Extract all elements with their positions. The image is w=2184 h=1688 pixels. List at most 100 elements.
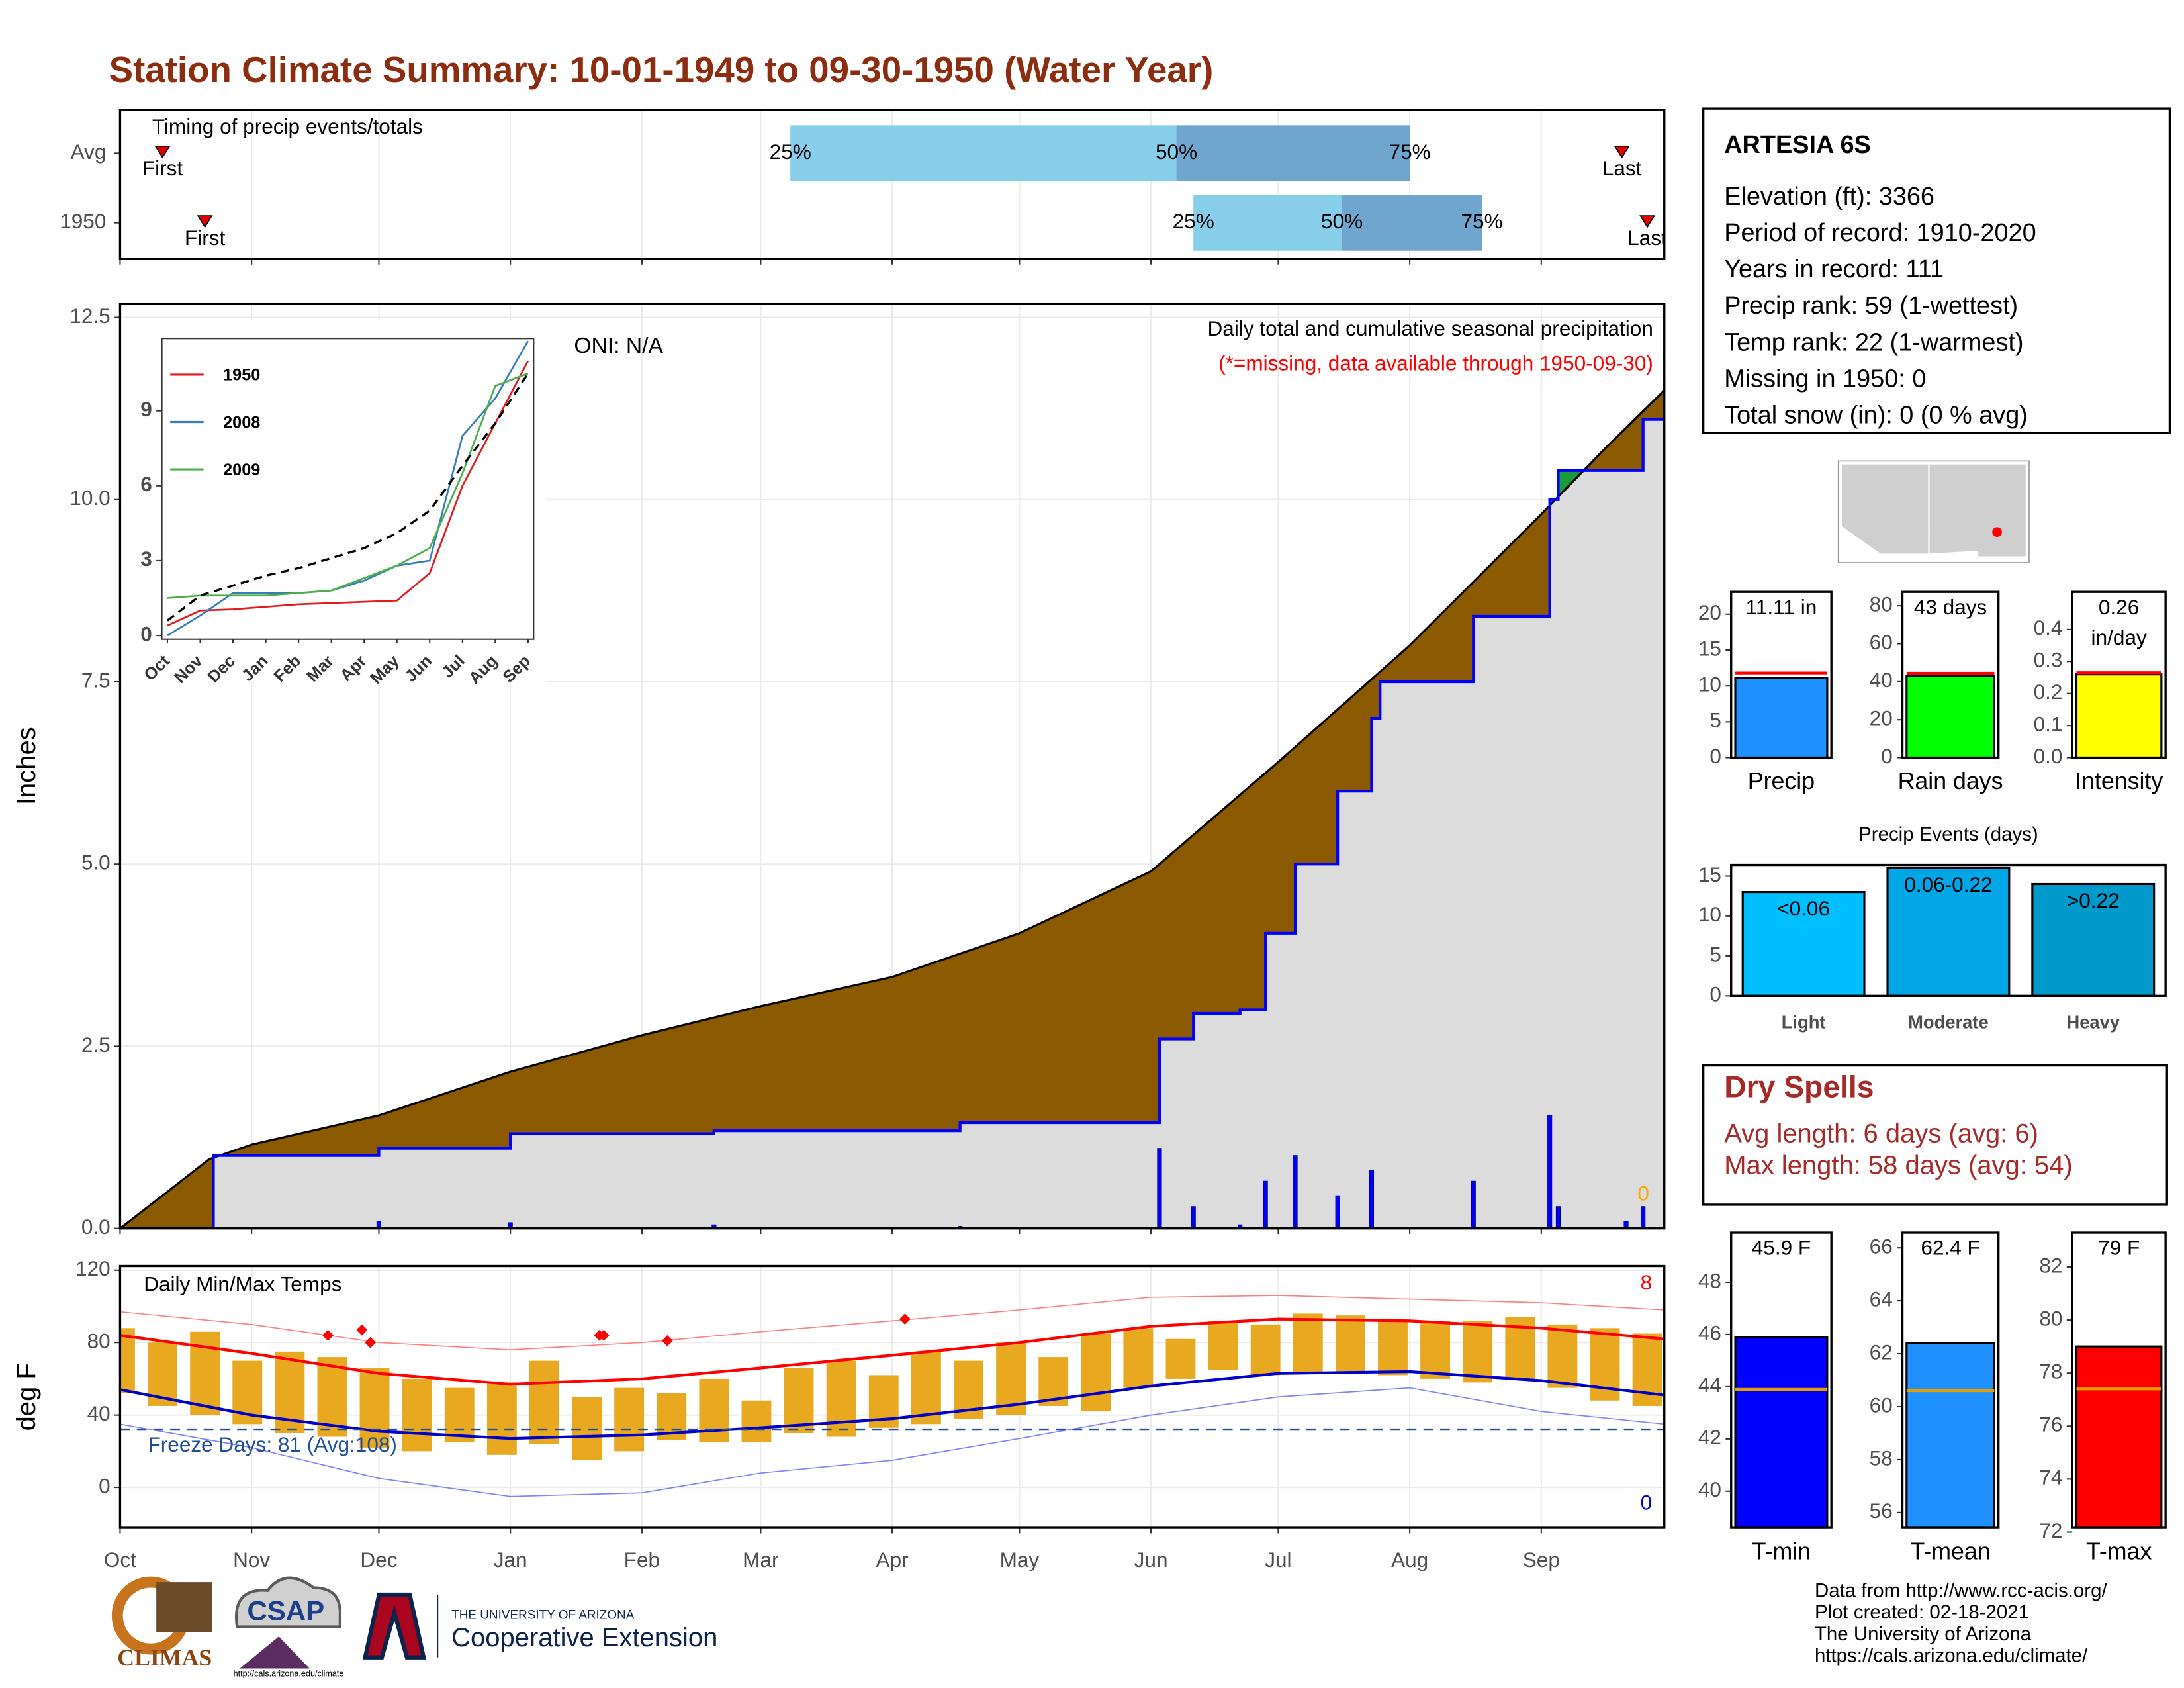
daily-bar (1293, 1155, 1298, 1229)
y-tick-label: 74 (2039, 1466, 2062, 1489)
plot-area (120, 1295, 1664, 1497)
temp-range-bar (529, 1360, 559, 1444)
y-tick-label: 72 (2039, 1519, 2062, 1542)
inset-line (166, 373, 529, 622)
y-tick-label: 15 (1698, 636, 1721, 660)
y-tick-label: 2.5 (81, 1033, 111, 1056)
value-label-box: 43 days (1913, 596, 1987, 620)
ua-text: THE UNIVERSITY OF ARIZONA (451, 1609, 635, 1622)
bar (2031, 882, 2156, 997)
observed-area (120, 419, 1664, 1229)
y-tick-label: 60 (1870, 630, 1893, 654)
temp-range-bar (486, 1382, 517, 1455)
temp-range-bar (1250, 1324, 1281, 1376)
y-tick-label: 0.4 (2034, 616, 2063, 639)
footer-line: Plot created: 02-18-2021 (1815, 1601, 2029, 1623)
timing-plot: Timing of precip events/totals 25% 50% 75% F… (142, 115, 1667, 251)
y-tick-label: 20 (1698, 600, 1721, 624)
x-tick-label: Dec (360, 1548, 397, 1571)
daily-bar (1157, 1148, 1162, 1229)
event-label: First (185, 226, 226, 250)
y-tick-label: 6 (140, 472, 152, 496)
quartile-label: 50% (1321, 209, 1363, 233)
temp-range-bar (1081, 1333, 1111, 1412)
y-tick-label: 5 (1709, 942, 1721, 966)
temp-line (120, 1295, 1664, 1350)
y-tick-label: 48 (1698, 1268, 1721, 1292)
value-label-box: 0.26 in/day (2091, 596, 2147, 650)
value-label: 43 days (1913, 596, 1987, 620)
plot-frame (118, 1264, 1666, 1529)
dry-spells-title: Dry Spells (1724, 1070, 1874, 1104)
footer-line: https://cals.arizona.edu/climate/ (1815, 1644, 2088, 1666)
climas-logo: CLIMAS (117, 1644, 212, 1671)
page-title: Station Climate Summary: 10-01-1949 to 0… (109, 49, 1214, 90)
temp-range-bar (359, 1368, 390, 1448)
category-label: Rain days (1898, 768, 2003, 794)
plot-frame (2071, 590, 2167, 759)
y-tick-label: 7.5 (81, 668, 111, 692)
bar-label: >0.22 (2067, 888, 2120, 912)
x-tick-label: Jan (494, 1548, 527, 1571)
temp-range-bar (1547, 1324, 1578, 1388)
temp-line (120, 1317, 1664, 1386)
event-label: Last (1627, 226, 1667, 250)
temp-range-bar (911, 1351, 941, 1425)
annotation: Daily total and cumulative seasonal prec… (1208, 316, 1653, 340)
annotation: 0 (1641, 1491, 1653, 1515)
station-box (1702, 107, 2171, 435)
quartile-bar (790, 125, 1177, 181)
quartile-bar (1342, 195, 1482, 251)
bar (1886, 867, 2011, 997)
x-tick-label: Nov (233, 1548, 270, 1571)
temp-title: Daily Min/Max Temps (144, 1272, 341, 1295)
event-marker (197, 215, 213, 228)
legend-label: 1950 (223, 366, 260, 385)
timing-title: Timing of precip events/totals (152, 115, 423, 138)
inset-bg (122, 320, 547, 682)
y-tick-label: 0 (140, 622, 152, 645)
event-marker (1614, 146, 1630, 159)
daily-bar (1335, 1195, 1340, 1229)
y-tick-label: 58 (1870, 1446, 1893, 1470)
daily-bar (1641, 1206, 1646, 1229)
y-tick-label: 10.0 (69, 486, 110, 510)
temp-range-bar (1165, 1338, 1196, 1379)
station-line: Precip rank: 59 (1-wettest) (1724, 292, 2018, 320)
record-point (661, 1335, 673, 1346)
bar-label: 0.06-0.22 (1904, 872, 1992, 896)
y-tick-label: 66 (1870, 1235, 1893, 1258)
quartile-bar (1176, 125, 1410, 181)
record-point (899, 1313, 911, 1325)
row-label: Avg (71, 140, 107, 164)
bar (1734, 1336, 1829, 1529)
annotation: ONI: N/A (574, 334, 663, 358)
y-tick-label: 82 (2039, 1253, 2062, 1277)
x-tick-label: Jul (1265, 1548, 1291, 1571)
csap-url: http://cals.arizona.edu/climate (234, 1669, 344, 1678)
event-label: Last (1602, 156, 1642, 180)
plot-frame (118, 302, 1666, 1230)
x-tick-label: May (1000, 1548, 1040, 1571)
value-label: 45.9 F (1751, 1237, 1811, 1261)
y-tick-label: 15 (1698, 863, 1721, 886)
daily-bar (1369, 1170, 1375, 1229)
y-tick-label: 0 (1709, 982, 1721, 1006)
y-tick-label: 0 (1881, 744, 1893, 768)
x-tick-label: Feb (624, 1548, 660, 1571)
temp-range-bar (784, 1368, 814, 1433)
y-tick-label: 10 (1698, 902, 1721, 926)
temp-line (120, 1370, 1664, 1440)
temp-range-bar (1123, 1328, 1154, 1388)
panel-title: Precip Events (days) (1858, 823, 2038, 845)
y-tick-label: 64 (1870, 1287, 1893, 1311)
inset-frame (161, 338, 535, 640)
bar-label: <0.06 (1777, 896, 1830, 920)
y-tick-label: 0.3 (2034, 648, 2063, 672)
temp-range-bar (614, 1387, 645, 1452)
extension-text: Cooperative Extension (451, 1623, 717, 1652)
temp-range-bar (402, 1378, 432, 1452)
plot-frame (1730, 1231, 1833, 1529)
y-tick-label: 56 (1870, 1499, 1893, 1523)
x-tick-label: Mar (743, 1548, 778, 1571)
